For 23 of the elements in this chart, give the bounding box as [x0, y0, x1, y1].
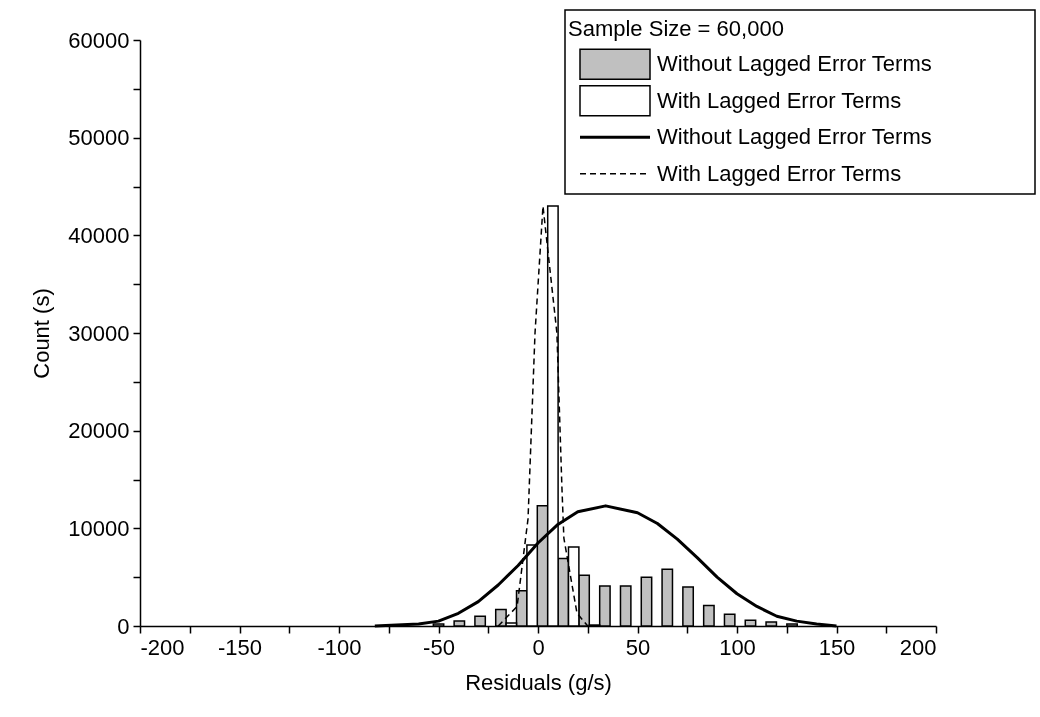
- legend-label: With Lagged Error Terms: [657, 87, 902, 113]
- x-tick-label: 50: [625, 634, 651, 660]
- legend-title: Sample Size = 60,000: [568, 16, 784, 41]
- legend-label: Without Lagged Error Terms: [657, 124, 932, 150]
- x-tick-label: -150: [217, 634, 263, 660]
- x-tick-label: 200: [899, 634, 937, 660]
- legend-label: With Lagged Error Terms: [657, 160, 902, 186]
- y-tick-label: 10000: [68, 515, 130, 541]
- x-tick-label: 0: [532, 634, 545, 660]
- y-axis-title: Count (s): [29, 288, 55, 379]
- x-tick-label: 100: [719, 634, 756, 660]
- y-tick-label: 40000: [68, 222, 130, 248]
- y-tick-label: 50000: [68, 125, 130, 151]
- x-tick-label: -200: [140, 634, 185, 660]
- y-tick-label: 60000: [68, 27, 130, 53]
- y-tick-label: 0: [117, 613, 130, 639]
- y-tick-label: 20000: [68, 418, 130, 444]
- x-tick-label: -50: [423, 634, 455, 660]
- legend-label: Without Lagged Error Terms: [657, 51, 932, 77]
- x-axis-title: Residuals (g/s): [465, 669, 612, 695]
- x-tick-label: -100: [317, 634, 362, 660]
- y-tick-label: 30000: [68, 320, 130, 346]
- x-tick-label: 150: [818, 634, 856, 660]
